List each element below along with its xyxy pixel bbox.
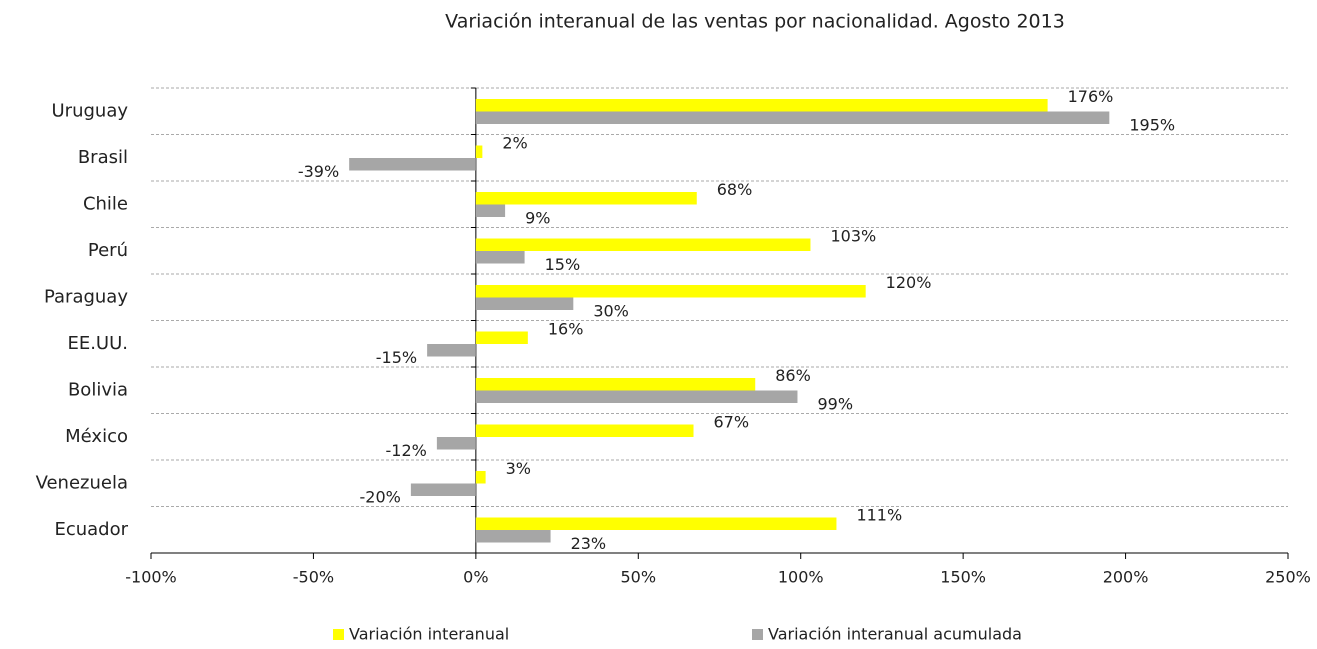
bar bbox=[475, 390, 798, 403]
data-label: 30% bbox=[593, 301, 629, 320]
bar bbox=[475, 192, 697, 205]
bar bbox=[475, 331, 528, 344]
data-label: 195% bbox=[1129, 115, 1175, 134]
x-tick-label: 200% bbox=[1103, 568, 1149, 587]
data-label: 176% bbox=[1068, 87, 1114, 106]
bar bbox=[436, 437, 476, 450]
y-tick-label: Ecuador bbox=[54, 519, 128, 540]
bar bbox=[475, 471, 486, 484]
x-tick-label: -50% bbox=[293, 568, 334, 587]
y-tick-label: Venezuela bbox=[36, 472, 128, 493]
data-label: 103% bbox=[830, 226, 876, 245]
y-tick-label: México bbox=[65, 426, 128, 447]
data-label: -15% bbox=[376, 348, 417, 367]
bar bbox=[427, 344, 476, 357]
bar bbox=[475, 297, 574, 310]
x-tick-label: -100% bbox=[125, 568, 177, 587]
data-label: 2% bbox=[502, 133, 527, 152]
bar bbox=[475, 238, 811, 251]
bar bbox=[475, 145, 483, 158]
legend-swatch bbox=[752, 629, 763, 640]
bar bbox=[475, 251, 525, 264]
x-tick-label: 50% bbox=[621, 568, 657, 587]
x-tick-label: 100% bbox=[778, 568, 824, 587]
data-label: 67% bbox=[714, 412, 750, 431]
y-tick-label: Brasil bbox=[78, 147, 128, 168]
data-label: 68% bbox=[717, 180, 753, 199]
bar bbox=[349, 158, 476, 171]
bar bbox=[475, 204, 506, 217]
bar bbox=[475, 285, 866, 298]
bar bbox=[475, 530, 551, 543]
data-label: 3% bbox=[506, 459, 531, 478]
x-tick-label: 0% bbox=[463, 568, 488, 587]
bar bbox=[475, 99, 1048, 112]
x-tick-label: 150% bbox=[940, 568, 986, 587]
data-label: 23% bbox=[571, 534, 607, 553]
x-tick-label: 250% bbox=[1265, 568, 1311, 587]
data-label: 120% bbox=[886, 273, 932, 292]
bar bbox=[410, 483, 476, 496]
y-tick-label: Perú bbox=[88, 240, 128, 261]
data-label: 16% bbox=[548, 319, 584, 338]
data-label: -39% bbox=[298, 162, 339, 181]
y-tick-label: Paraguay bbox=[44, 286, 128, 307]
bar bbox=[475, 111, 1110, 124]
y-tick-label: EE.UU. bbox=[67, 333, 128, 354]
legend-label: Variación interanual acumulada bbox=[768, 625, 1022, 644]
bar bbox=[475, 517, 837, 530]
data-label: -20% bbox=[360, 487, 401, 506]
data-label: 86% bbox=[775, 366, 811, 385]
data-label: 111% bbox=[856, 505, 902, 524]
chart-title: Variación interanual de las ventas por n… bbox=[445, 11, 1065, 33]
legend-swatch bbox=[333, 629, 344, 640]
data-label: 99% bbox=[817, 394, 853, 413]
y-tick-label: Chile bbox=[83, 193, 128, 214]
data-label: 9% bbox=[525, 208, 550, 227]
y-tick-label: Uruguay bbox=[52, 100, 129, 121]
y-tick-label: Bolivia bbox=[68, 379, 128, 400]
legend-label: Variación interanual bbox=[349, 625, 509, 644]
bar bbox=[475, 424, 694, 437]
bar bbox=[475, 378, 756, 391]
data-label: 15% bbox=[545, 255, 581, 274]
data-label: -12% bbox=[386, 441, 427, 460]
